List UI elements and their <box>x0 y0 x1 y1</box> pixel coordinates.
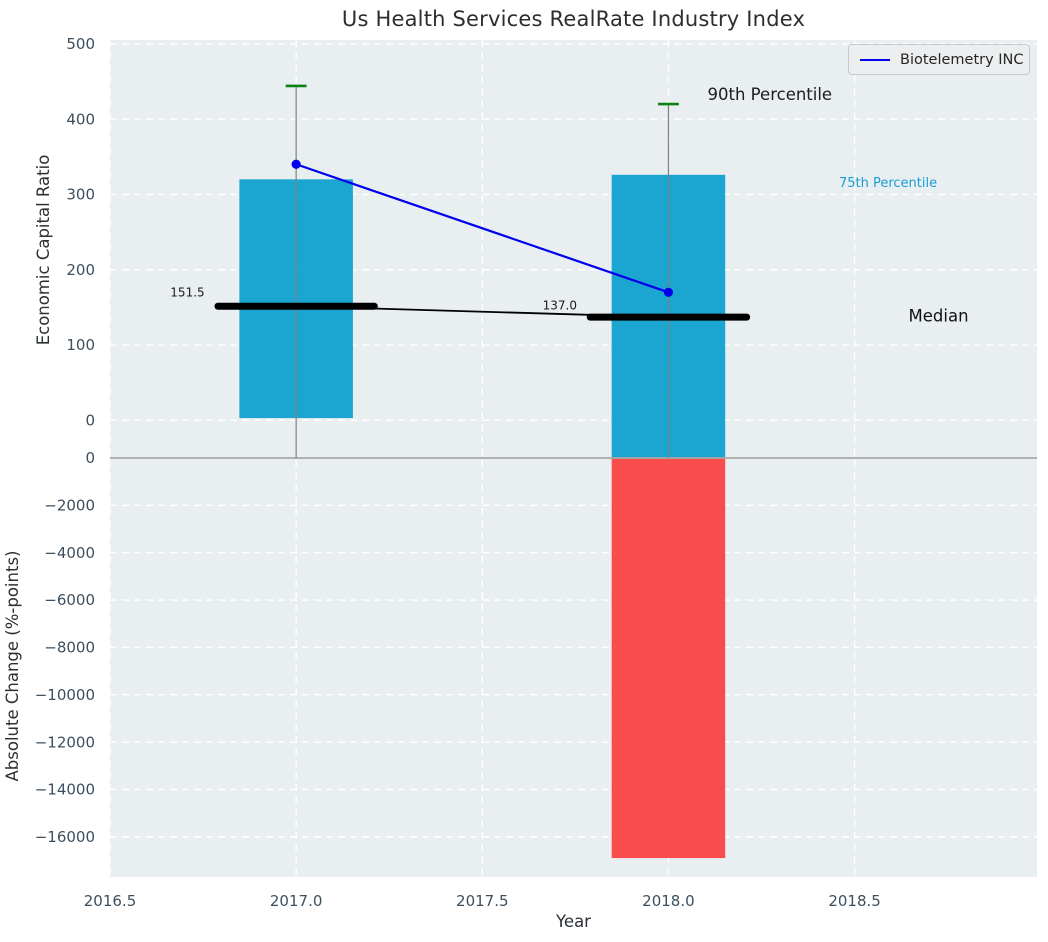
annotation-75th-percentile: 75th Percentile <box>839 176 937 191</box>
y-tick-label-bottom: −4000 <box>44 544 95 562</box>
y-tick-label-bottom: −12000 <box>35 733 95 751</box>
chart-title: Us Health Services RealRate Industry Ind… <box>341 7 806 31</box>
x-axis-label: Year <box>555 912 591 931</box>
y-tick-label-bottom: 0 <box>85 449 95 467</box>
x-tick-label: 2017.5 <box>456 892 509 910</box>
y-tick-label-bottom: −8000 <box>44 639 95 657</box>
annotation-137-0: 137.0 <box>543 298 577 312</box>
y-tick-label-bottom: −16000 <box>35 828 95 846</box>
y-tick-label-top: 100 <box>66 336 95 354</box>
y-axis-label-top: Economic Capital Ratio <box>34 155 53 346</box>
y-tick-label-top: 500 <box>66 35 95 53</box>
annotation-median: Median <box>909 307 969 326</box>
legend-series-label: Biotelemetry INC <box>900 51 1024 68</box>
legend: Biotelemetry INC <box>848 44 1030 75</box>
y-tick-label-top: 400 <box>66 110 95 128</box>
annotation-90th-percentile: 90th Percentile <box>708 85 833 104</box>
y-tick-label-bottom: −14000 <box>35 781 95 799</box>
change-bar-2018 <box>611 458 726 859</box>
legend-line-swatch <box>860 58 890 61</box>
y-tick-label-top: 0 <box>85 412 95 430</box>
y-axis-label-bottom: Absolute Change (%-points) <box>3 551 22 782</box>
y-tick-label-bottom: −2000 <box>44 497 95 515</box>
company-point-2017 <box>291 159 301 169</box>
x-tick-label: 2016.5 <box>84 892 137 910</box>
y-tick-label-top: 300 <box>66 186 95 204</box>
y-tick-label-bottom: −10000 <box>35 686 95 704</box>
y-tick-label-top: 200 <box>66 261 95 279</box>
annotation-151-5: 151.5 <box>170 286 204 300</box>
x-tick-label: 2018.5 <box>828 892 881 910</box>
x-tick-label: 2017.0 <box>270 892 323 910</box>
y-tick-label-bottom: −6000 <box>44 591 95 609</box>
company-point-2018 <box>663 287 674 297</box>
x-tick-label: 2018.0 <box>642 892 695 910</box>
company-trend-line <box>295 163 669 294</box>
